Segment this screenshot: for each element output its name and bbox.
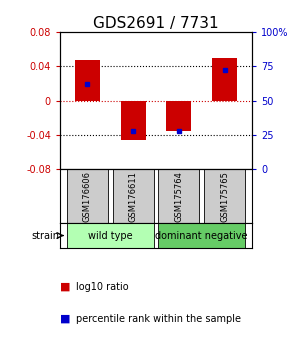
Text: GSM176606: GSM176606 <box>83 171 92 222</box>
Bar <box>158 223 245 248</box>
Text: GSM176611: GSM176611 <box>129 171 138 222</box>
Bar <box>67 169 108 223</box>
Bar <box>67 223 154 248</box>
Bar <box>212 58 237 101</box>
Bar <box>75 60 100 101</box>
Title: GDS2691 / 7731: GDS2691 / 7731 <box>93 16 219 31</box>
Text: ■: ■ <box>60 314 70 324</box>
Bar <box>158 169 200 223</box>
Text: strain: strain <box>31 230 59 240</box>
Text: ■: ■ <box>60 282 70 292</box>
Bar <box>121 101 146 140</box>
Text: log10 ratio: log10 ratio <box>76 282 129 292</box>
Bar <box>204 169 245 223</box>
Text: GSM175765: GSM175765 <box>220 171 229 222</box>
Text: percentile rank within the sample: percentile rank within the sample <box>76 314 242 324</box>
Bar <box>112 169 154 223</box>
Text: GSM175764: GSM175764 <box>174 171 183 222</box>
Text: wild type: wild type <box>88 230 133 240</box>
Bar <box>166 101 191 131</box>
Text: dominant negative: dominant negative <box>155 230 248 240</box>
